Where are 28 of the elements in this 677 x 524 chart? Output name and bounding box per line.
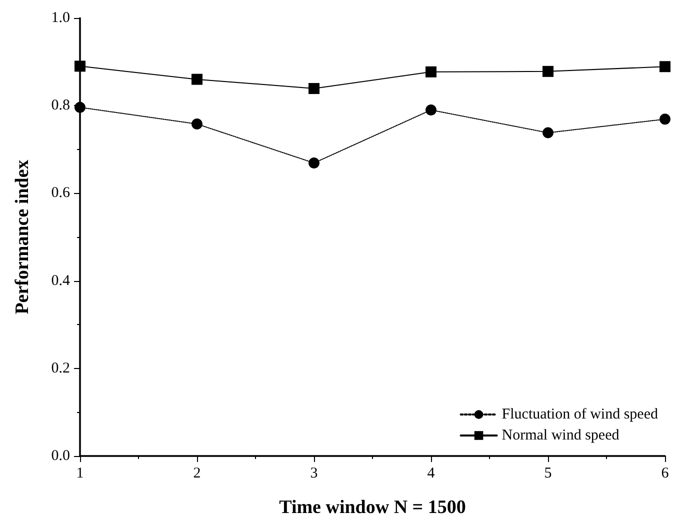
- y-tick-label: 1.0: [51, 10, 70, 26]
- x-tick-label: 1: [76, 466, 84, 482]
- legend-label: Fluctuation of wind speed: [502, 406, 658, 422]
- x-tick-label: 3: [310, 466, 318, 482]
- x-axis-title: Time window N = 1500: [279, 497, 466, 518]
- point: [74, 102, 86, 113]
- point: [542, 66, 554, 77]
- x-tick-label: 2: [193, 466, 201, 482]
- y-tick-label: 0.2: [51, 360, 70, 376]
- y-tick-label: 0.8: [51, 98, 70, 114]
- point: [74, 60, 86, 72]
- y-tick-label: 0.4: [51, 272, 70, 289]
- x-tick-label: 5: [544, 466, 552, 482]
- y-tick-label: 0.0: [51, 448, 70, 464]
- x-tick-label: 6: [661, 466, 670, 482]
- point: [660, 61, 670, 72]
- point: [308, 83, 320, 94]
- point: [192, 118, 202, 130]
- y-axis-title: Performance index: [12, 159, 33, 314]
- point: [308, 157, 320, 168]
- point: [426, 104, 436, 116]
- point: [192, 74, 202, 85]
- point: [426, 66, 436, 78]
- point: [542, 127, 554, 138]
- point: [660, 114, 670, 125]
- y-tick-label: 0.6: [51, 185, 70, 202]
- legend-label: Normal wind speed: [502, 428, 620, 444]
- x-tick-label: 4: [427, 466, 436, 482]
